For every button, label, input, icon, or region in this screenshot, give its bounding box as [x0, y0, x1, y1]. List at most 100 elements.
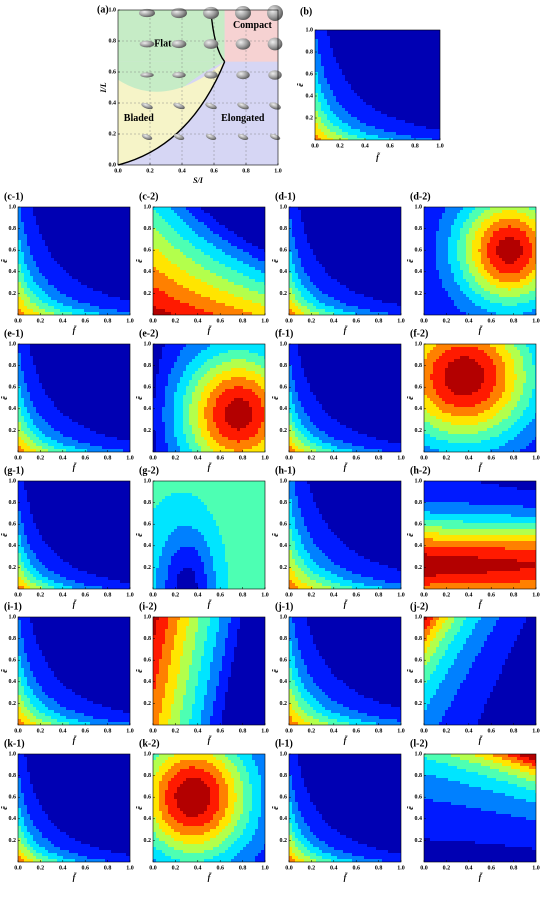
contour-band: [51, 252, 130, 255]
contour-band: [219, 234, 237, 237]
contour-band: [514, 422, 529, 425]
y-axis-label: ẽ: [271, 259, 280, 263]
contour-band: [367, 713, 401, 716]
contour-band: [292, 850, 301, 853]
contour-band: [424, 425, 433, 428]
contour-band: [343, 850, 388, 853]
contour-band: [234, 781, 243, 784]
contour-band: [301, 541, 313, 544]
contour-band: [30, 617, 130, 620]
contour-band: [529, 350, 536, 353]
contour-band: [234, 829, 243, 832]
contour-band: [210, 793, 219, 796]
contour-band: [475, 261, 481, 264]
contour-band: [490, 300, 529, 303]
contour-band: [424, 716, 442, 719]
contour-band: [535, 781, 536, 784]
contour-band: [153, 707, 162, 710]
contour-band: [424, 817, 526, 820]
y-tick-label: 0.8: [280, 500, 288, 506]
x-tick-label: 0.2: [443, 592, 451, 598]
contour-band: [162, 350, 180, 353]
contour-band: [463, 276, 475, 279]
contour-band: [21, 267, 27, 270]
contour-band: [319, 312, 334, 315]
contour-band: [334, 847, 376, 850]
contour-band: [261, 808, 265, 811]
contour-band: [171, 826, 216, 829]
contour-band: [57, 553, 130, 556]
contour-band: [424, 701, 430, 704]
contour-band: [313, 844, 328, 847]
contour-band: [210, 228, 228, 231]
contour-band: [436, 267, 451, 270]
contour-band: [342, 105, 372, 108]
contour-band: [153, 377, 156, 380]
contour-band: [180, 377, 192, 380]
contour-band: [331, 859, 352, 862]
contour-band: [159, 799, 165, 802]
contour-band: [328, 413, 401, 416]
contour-band: [153, 829, 162, 832]
contour-band: [436, 389, 451, 392]
contour-band: [183, 428, 192, 431]
contour-band: [153, 264, 177, 267]
contour-band: [69, 835, 130, 838]
region-label: Elongated: [221, 113, 265, 124]
contour-band: [153, 632, 156, 635]
contour-band: [204, 641, 216, 644]
contour-band: [451, 754, 475, 757]
contour-band: [54, 580, 75, 583]
x-tick-label: 0.6: [216, 455, 224, 461]
contour-band: [207, 689, 216, 692]
contour-band: [204, 535, 222, 538]
contour-band: [342, 69, 440, 72]
contour-band: [24, 374, 39, 377]
contour-band: [451, 231, 460, 234]
contour-band: [289, 484, 295, 487]
contour-band: [376, 722, 401, 725]
contour-band: [351, 84, 440, 87]
contour-band: [39, 529, 130, 532]
contour-band: [505, 386, 514, 389]
contour-band: [481, 787, 526, 790]
contour-band: [505, 365, 514, 368]
contour-band: [289, 499, 292, 502]
y-tick-label: 0.2: [415, 701, 423, 707]
contour-band: [153, 793, 159, 796]
contour-band: [66, 294, 108, 297]
contour-band: [153, 805, 159, 808]
contour-band: [313, 695, 328, 698]
contour-band: [318, 39, 330, 42]
contour-band: [33, 835, 42, 838]
contour-band: [289, 520, 295, 523]
contour-band: [117, 309, 130, 312]
contour-band: [57, 407, 130, 410]
contour-band: [318, 111, 324, 114]
contour-band: [18, 686, 24, 689]
contour-band: [225, 811, 234, 814]
contour-band: [342, 129, 360, 132]
contour-band: [298, 350, 401, 353]
contour-band: [289, 371, 292, 374]
contour-band: [153, 529, 174, 532]
contour-band: [18, 547, 24, 550]
contour-band: [36, 294, 48, 297]
contour-band: [289, 781, 292, 784]
contour-band: [183, 644, 195, 647]
y-axis-label: ẽ: [135, 669, 144, 673]
contour-band: [517, 635, 536, 638]
contour-band: [60, 847, 99, 850]
contour-band: [252, 838, 265, 841]
contour-map: [289, 207, 401, 315]
contour-band: [237, 629, 265, 632]
contour-band: [204, 650, 213, 653]
contour-band: [243, 760, 255, 763]
contour-band: [424, 562, 535, 565]
contour-band: [289, 620, 292, 623]
contour-band: [225, 701, 265, 704]
contour-band: [186, 365, 201, 368]
contour-band: [301, 362, 401, 365]
contour-band: [198, 401, 207, 404]
contour-band: [424, 784, 469, 787]
